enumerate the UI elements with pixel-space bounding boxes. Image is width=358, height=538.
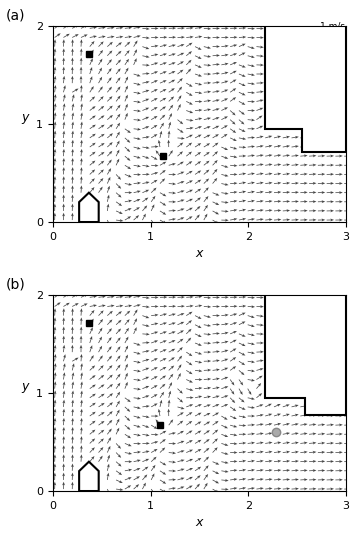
Text: 1 m/s: 1 m/s: [320, 22, 345, 31]
X-axis label: x: x: [196, 247, 203, 260]
Polygon shape: [265, 295, 346, 415]
Text: (b): (b): [6, 278, 25, 292]
X-axis label: x: x: [196, 516, 203, 529]
Y-axis label: y: y: [21, 111, 28, 124]
Polygon shape: [265, 26, 346, 152]
Y-axis label: y: y: [21, 380, 28, 393]
Text: (a): (a): [6, 9, 25, 23]
